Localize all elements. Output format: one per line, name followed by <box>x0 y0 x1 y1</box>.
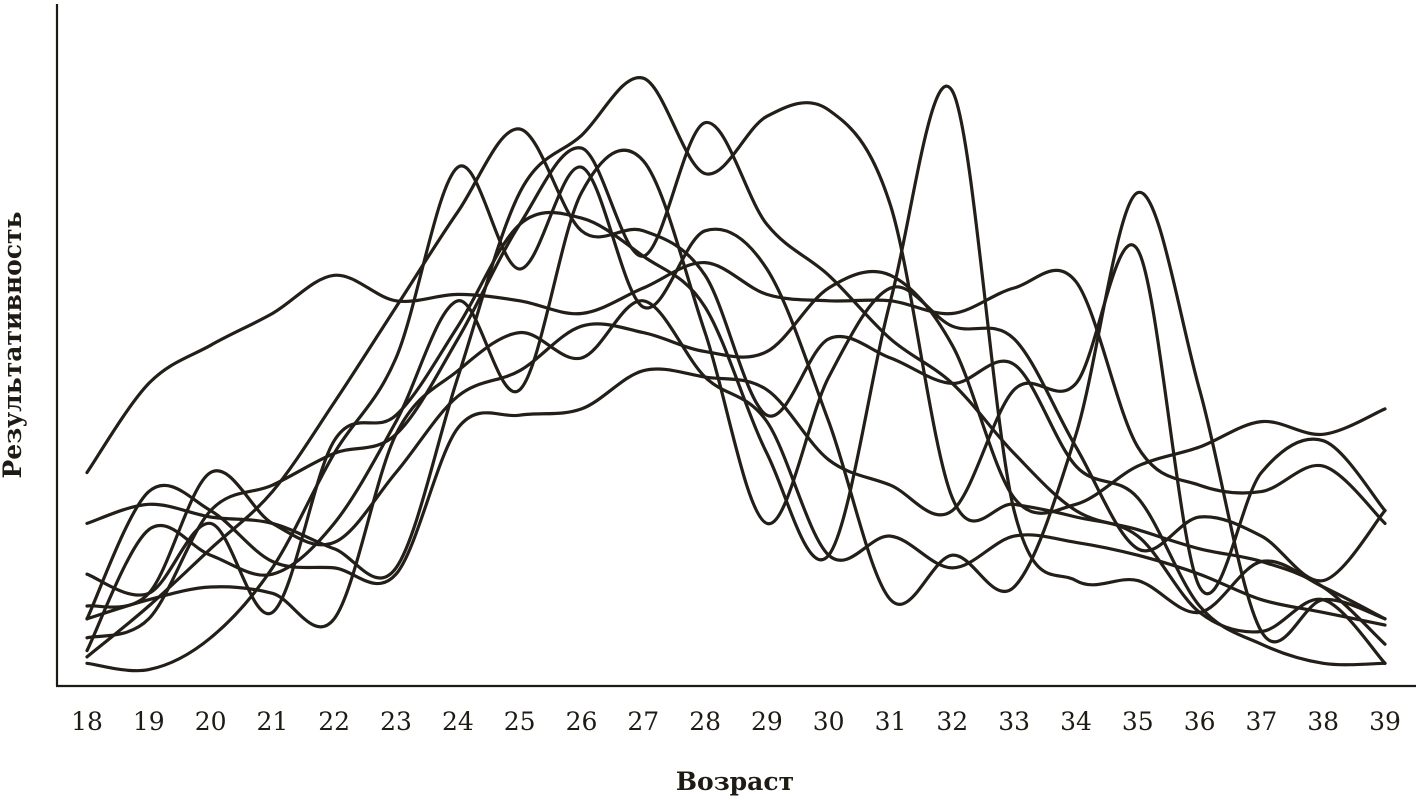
series-line-7 <box>85 148 1387 653</box>
x-tick-label: 38 <box>1307 707 1339 736</box>
x-tick-label: 23 <box>380 707 412 736</box>
x-tick-label: 32 <box>936 707 968 736</box>
x-tick-label: 24 <box>442 707 474 736</box>
series-line-3 <box>85 121 1387 646</box>
series-line-8 <box>85 84 1387 621</box>
x-axis-title: Возраст <box>676 767 794 796</box>
x-tick-label: 39 <box>1369 707 1401 736</box>
x-tick-label: 37 <box>1245 707 1277 736</box>
x-tick-label: 31 <box>875 707 907 736</box>
x-tick-labels: 18 19 20 21 22 23 24 25 26 27 28 29 30 31 32 33 34 35 36 37… <box>71 707 1401 736</box>
x-tick-label: 33 <box>998 707 1030 736</box>
x-tick-label: 19 <box>133 707 165 736</box>
series-line-6 <box>85 164 1387 673</box>
x-tick-label: 20 <box>195 707 227 736</box>
series-layer <box>85 76 1387 673</box>
x-tick-label: 28 <box>689 707 721 736</box>
series-line-1 <box>85 260 1387 525</box>
series-line-9 <box>85 243 1387 621</box>
x-tick-label: 25 <box>504 707 536 736</box>
x-tick-label: 26 <box>566 707 598 736</box>
x-tick-label: 35 <box>1122 707 1154 736</box>
y-axis-title: Результативность <box>0 211 27 478</box>
x-tick-label: 22 <box>318 707 350 736</box>
x-tick-label: 34 <box>1060 707 1092 736</box>
x-tick-label: 18 <box>71 707 103 736</box>
series-line-4 <box>85 127 1387 667</box>
x-tick-label: 30 <box>813 707 845 736</box>
series-line-10 <box>85 269 1387 609</box>
x-tick-label: 27 <box>627 707 659 736</box>
x-tick-label: 29 <box>751 707 783 736</box>
x-tick-label: 21 <box>256 707 288 736</box>
x-tick-label: 36 <box>1184 707 1216 736</box>
